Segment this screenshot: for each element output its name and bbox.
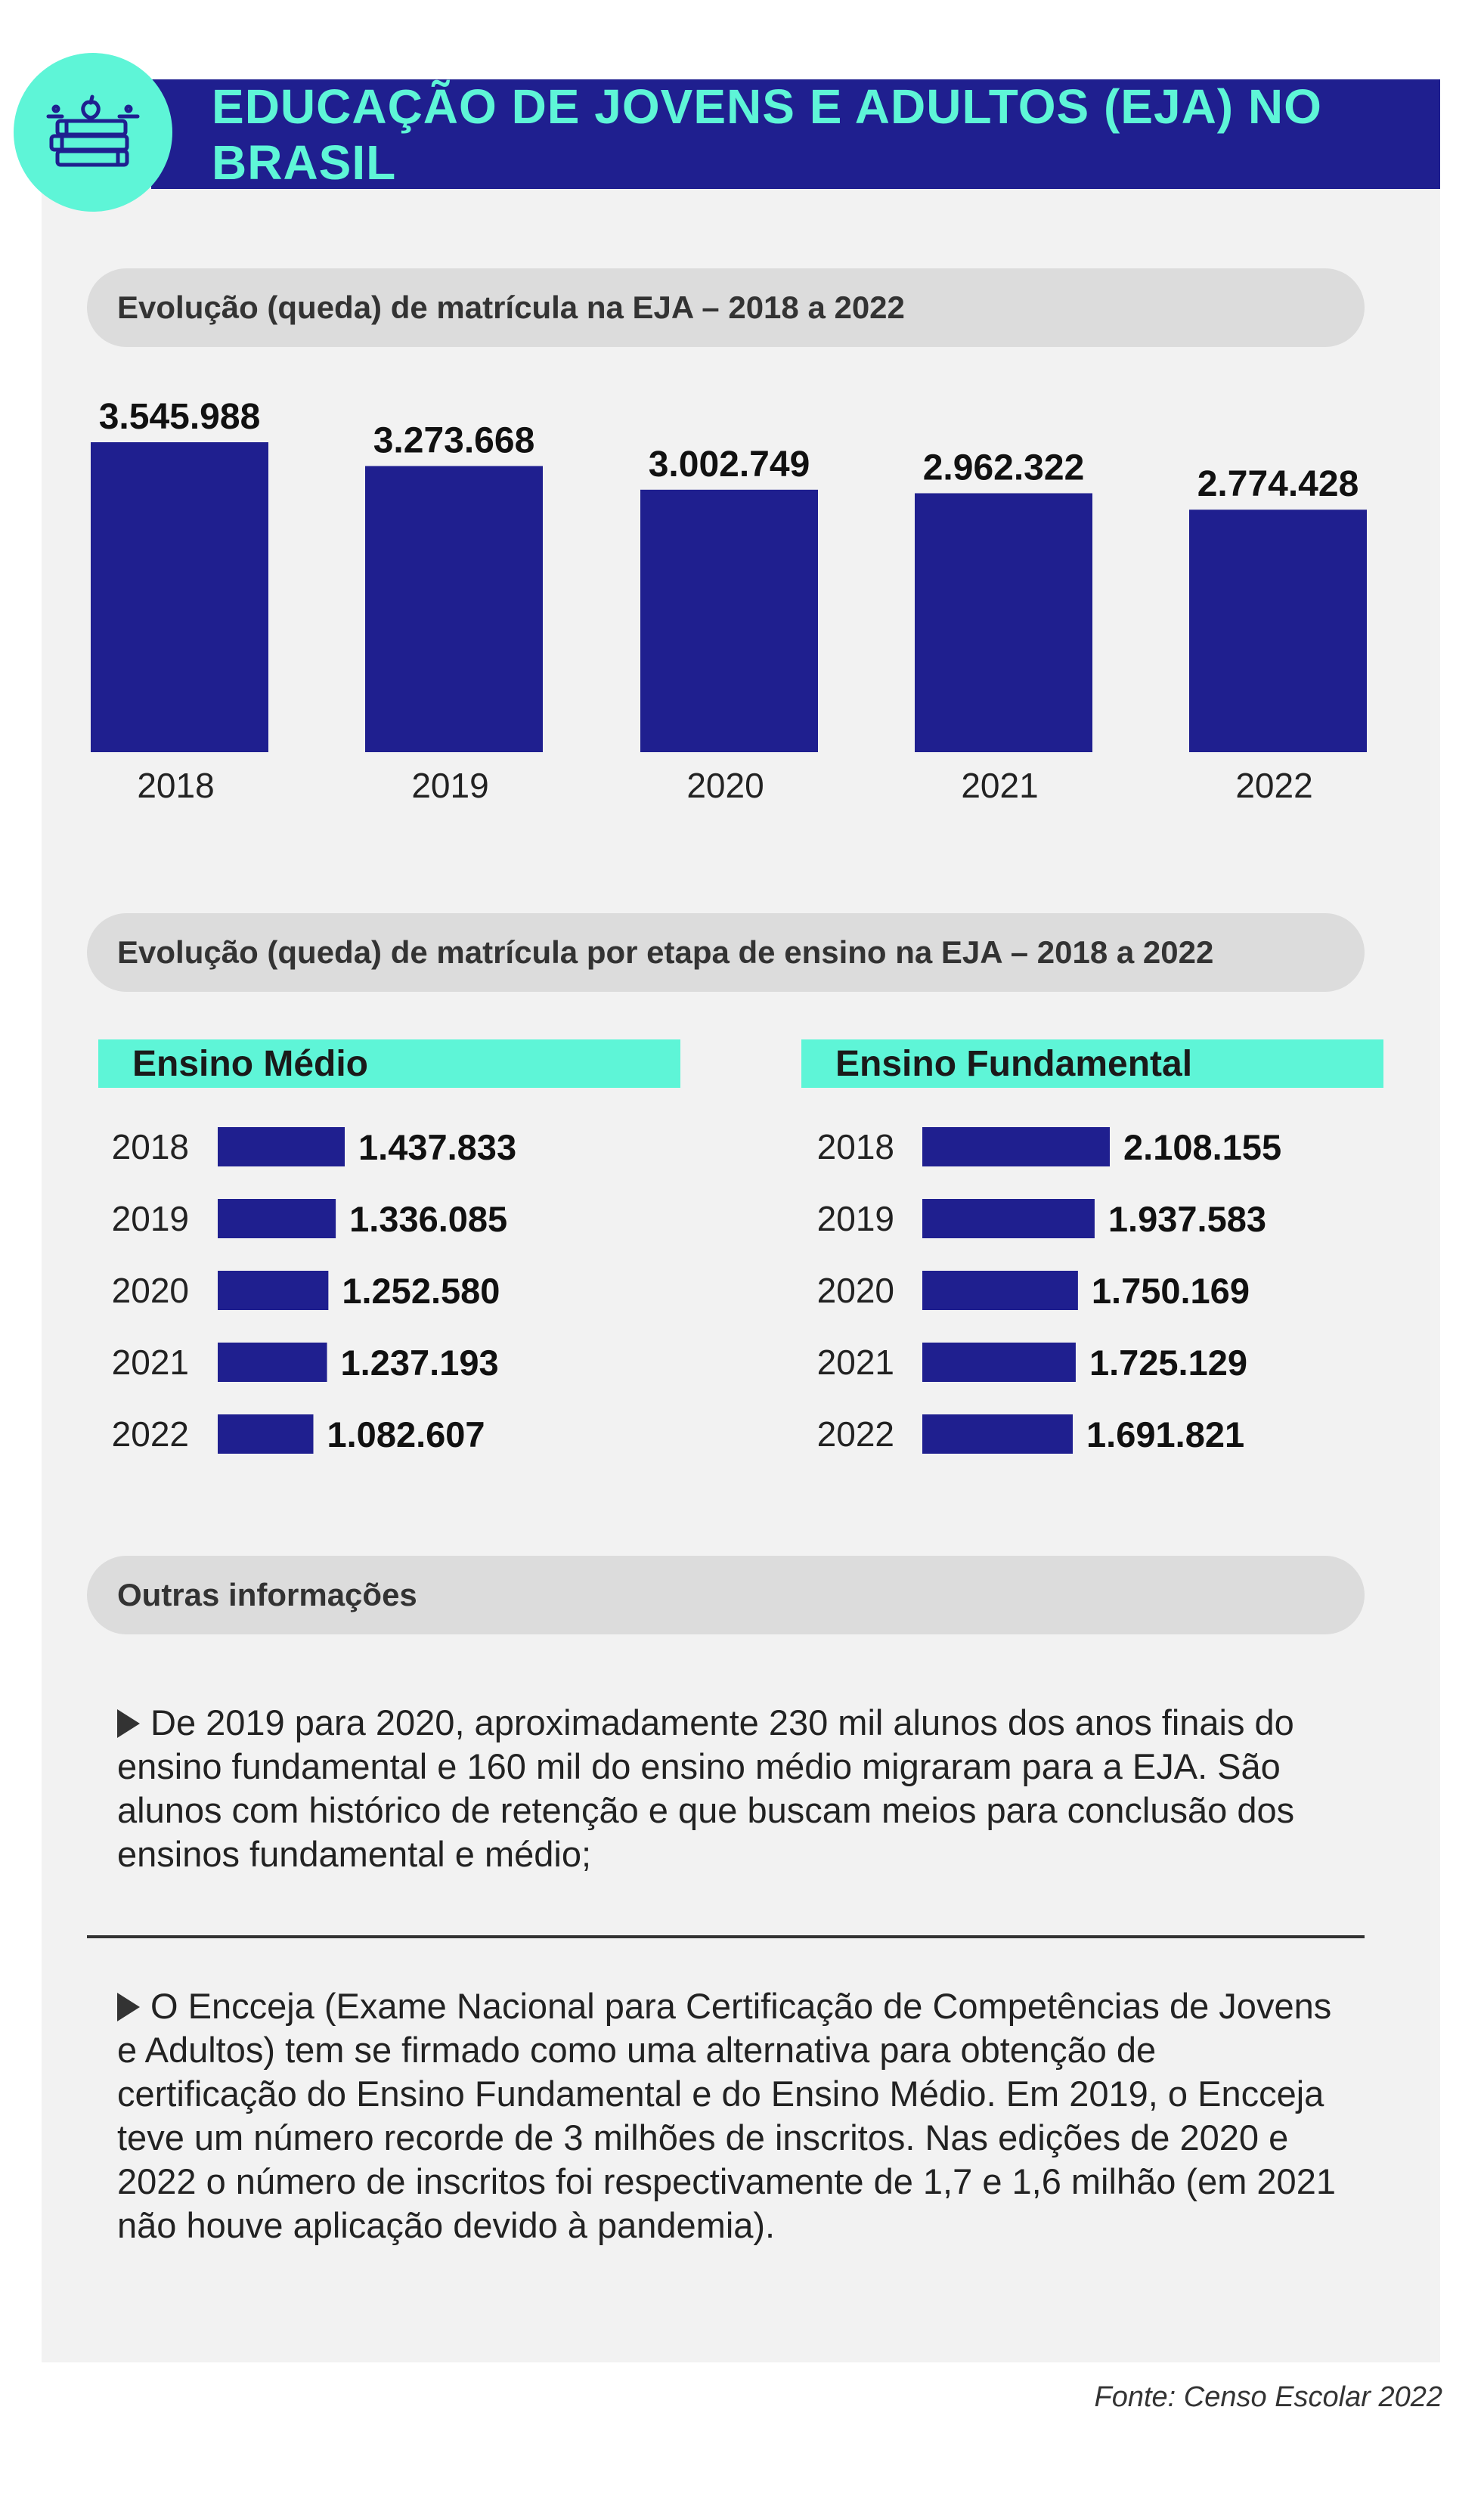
fundamental-value-2019: 1.937.583 [1108, 1199, 1266, 1239]
fundamental-value-2022: 1.691.821 [1086, 1414, 1244, 1454]
fundamental-year-2021: 2021 [817, 1343, 894, 1382]
header-bar: EDUCAÇÃO DE JOVENS E ADULTOS (EJA) NO BR… [151, 79, 1440, 190]
fundamental-year-2019: 2019 [817, 1199, 894, 1238]
bar-2020 [640, 489, 818, 752]
x-tick-2019: 2019 [411, 766, 488, 805]
data-label-2021: 2.962.322 [923, 448, 1085, 488]
bar-2021 [915, 493, 1092, 752]
x-tick-2020: 2020 [686, 766, 764, 805]
info-paragraph-2-text: O Encceja (Exame Nacional para Certifica… [117, 1986, 1336, 2245]
ensino-medio-heading-text: Ensino Médio [132, 1043, 368, 1084]
medio-bar-2020 [218, 1271, 329, 1310]
source-note: Fonte: Censo Escolar 2022 [1094, 2381, 1443, 2413]
section-title-other-info-text: Outras informações [117, 1577, 417, 1612]
data-label-2018: 3.545.988 [99, 397, 261, 437]
medio-year-2022: 2022 [112, 1414, 189, 1454]
bar-2022 [1189, 510, 1367, 752]
data-label-2019: 3.273.668 [373, 420, 535, 460]
fundamental-value-2021: 1.725.129 [1089, 1343, 1247, 1383]
section-title-enrollment: Evolução (queda) de matrícula na EJA – 2… [87, 268, 1365, 347]
bar-2019 [365, 466, 543, 752]
section-title-other-info: Outras informações [87, 1556, 1365, 1634]
section-title-enrollment-text: Evolução (queda) de matrícula na EJA – 2… [117, 290, 905, 325]
bar-2018 [91, 442, 268, 752]
medio-bar-2018 [218, 1127, 345, 1166]
section-title-by-stage: Evolução (queda) de matrícula por etapa … [87, 913, 1365, 992]
bullet-triangle-icon [117, 1993, 140, 2021]
medio-year-2021: 2021 [112, 1343, 189, 1382]
x-tick-2022: 2022 [1235, 766, 1312, 805]
medio-year-2020: 2020 [112, 1271, 189, 1310]
medio-bar-2022 [218, 1414, 314, 1454]
medio-year-2018: 2018 [112, 1127, 189, 1166]
medio-value-2018: 1.437.833 [358, 1127, 516, 1167]
fundamental-value-2020: 1.750.169 [1092, 1271, 1250, 1311]
info-paragraph-1: De 2019 para 2020, aproximadamente 230 m… [117, 1701, 1342, 1876]
medio-bar-2021 [218, 1343, 327, 1382]
fundamental-bar-2022 [922, 1414, 1073, 1454]
fundamental-bar-2018 [922, 1127, 1110, 1166]
x-tick-2021: 2021 [961, 766, 1038, 805]
page-title: EDUCAÇÃO DE JOVENS E ADULTOS (EJA) NO BR… [212, 79, 1322, 190]
x-tick-2018: 2018 [137, 766, 214, 805]
medio-value-2022: 1.082.607 [327, 1414, 485, 1454]
info-paragraph-1-text: De 2019 para 2020, aproximadamente 230 m… [117, 1702, 1295, 1874]
divider [87, 1935, 1365, 1938]
ensino-fundamental-heading-text: Ensino Fundamental [835, 1043, 1193, 1084]
fundamental-bar-2021 [922, 1343, 1076, 1382]
charts-canvas: 3.545.988 2018 3.273.668 2019 3.002.749 2020 2… [91, 397, 1367, 1454]
bullet-triangle-icon [117, 1709, 140, 1738]
section-title-by-stage-text: Evolução (queda) de matrícula por etapa … [117, 934, 1214, 970]
medio-value-2021: 1.237.193 [341, 1343, 499, 1383]
fundamental-year-2022: 2022 [817, 1414, 894, 1454]
fundamental-value-2018: 2.108.155 [1123, 1127, 1281, 1167]
fundamental-bar-2020 [922, 1271, 1078, 1310]
ensino-medio-heading: Ensino Médio [98, 1039, 680, 1088]
books-apple-icon-graphic [46, 94, 140, 167]
fundamental-year-2018: 2018 [817, 1127, 894, 1166]
books-apple-icon [14, 53, 172, 212]
data-label-2022: 2.774.428 [1197, 464, 1359, 504]
medio-value-2019: 1.336.085 [349, 1199, 507, 1239]
medio-value-2020: 1.252.580 [342, 1271, 500, 1311]
fundamental-bar-2019 [922, 1199, 1095, 1238]
info-paragraph-2: O Encceja (Exame Nacional para Certifica… [117, 1984, 1342, 2247]
fundamental-year-2020: 2020 [817, 1271, 894, 1310]
medio-bar-2019 [218, 1199, 336, 1238]
data-label-2020: 3.002.749 [649, 445, 810, 485]
medio-year-2019: 2019 [112, 1199, 189, 1238]
ensino-fundamental-heading: Ensino Fundamental [801, 1039, 1383, 1088]
